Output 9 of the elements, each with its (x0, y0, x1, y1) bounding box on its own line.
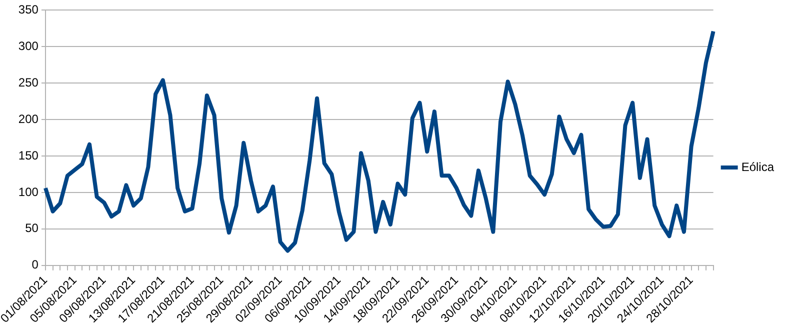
y-tick-label: 200 (18, 112, 39, 126)
y-tick-label: 350 (18, 2, 39, 17)
y-tick-label: 300 (18, 38, 39, 53)
y-tick-label: 100 (18, 184, 39, 199)
y-tick-label: 150 (18, 148, 39, 162)
legend-label: Eólica (741, 160, 774, 174)
y-tick-label: 250 (18, 75, 39, 90)
y-tick-label: 50 (25, 221, 39, 236)
y-tick-label: 0 (32, 258, 39, 272)
